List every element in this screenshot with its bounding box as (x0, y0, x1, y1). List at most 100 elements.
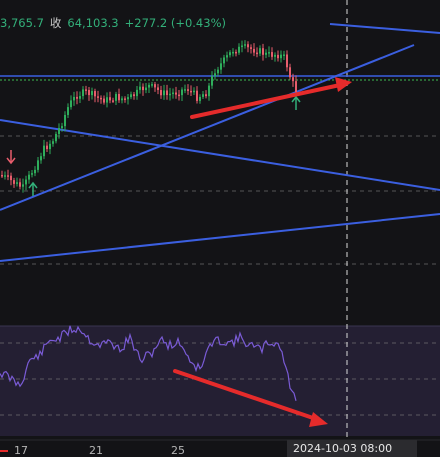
candle (223, 57, 225, 64)
candle (112, 100, 114, 102)
candle (166, 90, 168, 95)
candle (43, 145, 45, 157)
crosshair-time-label: 2024-10-03 08:00 (287, 440, 417, 457)
x-tick-25: 25 (171, 444, 185, 457)
candle (25, 179, 27, 185)
candle (199, 96, 201, 101)
x-tick-17: 17 (14, 444, 28, 457)
candle (274, 54, 276, 57)
candle (232, 51, 234, 54)
candle (124, 98, 126, 100)
annotation-arrow-oscillator[interactable] (173, 369, 328, 427)
change-value: +277.2 (+0.43%) (124, 16, 226, 30)
candle (103, 98, 105, 103)
candle (286, 54, 288, 68)
candle (211, 76, 213, 86)
candle (175, 92, 177, 95)
candle (229, 52, 231, 56)
candle (292, 77, 294, 82)
candle (265, 52, 267, 55)
x-tick-21: 21 (89, 444, 103, 457)
candle (70, 100, 72, 108)
buy-arrow (291, 95, 301, 110)
candle (121, 98, 123, 101)
candle (214, 73, 216, 77)
candle (127, 97, 129, 100)
candle (46, 145, 48, 150)
candle (184, 89, 186, 91)
candle (136, 89, 138, 97)
candle (88, 90, 90, 96)
candle (247, 44, 249, 48)
candle (49, 143, 51, 150)
candle (34, 169, 36, 174)
candle (250, 47, 252, 49)
candle (85, 89, 87, 91)
candle (277, 54, 279, 59)
candle (160, 90, 162, 96)
candle (19, 182, 21, 187)
candle (115, 93, 117, 101)
close-value: 64,103.3 (67, 16, 119, 30)
candle (22, 184, 24, 187)
candle (262, 48, 264, 55)
oscillator-line (0, 325, 297, 401)
candle (283, 54, 285, 56)
candle (91, 91, 93, 96)
candle (220, 63, 222, 70)
candle (100, 97, 102, 100)
sell-arrow (6, 150, 16, 165)
candle (187, 89, 189, 91)
candle (10, 175, 12, 181)
candle (169, 93, 171, 96)
candle (295, 81, 297, 93)
candle (226, 55, 228, 58)
candle (118, 93, 120, 101)
candle (109, 97, 111, 101)
candle (241, 45, 243, 48)
candle (154, 84, 156, 88)
candle (40, 156, 42, 161)
candle (280, 54, 282, 59)
candle (133, 94, 135, 97)
candle (58, 128, 60, 134)
candle (4, 175, 6, 177)
trendline-rising[interactable] (0, 44, 415, 211)
candle (172, 92, 174, 95)
close-label: 收 (49, 16, 62, 30)
candle (238, 46, 240, 53)
candle (151, 84, 153, 86)
candle (64, 114, 66, 127)
trendline-lower[interactable] (0, 213, 440, 262)
candle (16, 182, 18, 184)
candle (190, 90, 192, 93)
candle (94, 91, 96, 97)
candle (181, 89, 183, 96)
candle (7, 175, 9, 177)
candlestick-series (1, 40, 297, 193)
candle (79, 96, 81, 99)
candle (13, 180, 15, 184)
trendline-top[interactable] (329, 23, 440, 34)
candle (76, 96, 78, 99)
candle (157, 87, 159, 91)
candle (55, 133, 57, 142)
annotation-arrow-price[interactable] (190, 77, 352, 119)
candle (145, 87, 147, 91)
candle (253, 48, 255, 53)
ohlc-legend: 3,765.7 收 64,103.3 +277.2 (+0.43%) (0, 15, 232, 31)
trendline-falling[interactable] (0, 119, 440, 191)
candle (148, 84, 150, 88)
candle (163, 90, 165, 96)
candle (244, 44, 246, 46)
candle (61, 126, 63, 129)
candle (235, 51, 237, 54)
candle (271, 52, 273, 57)
candle (52, 141, 54, 144)
buy-arrow (28, 181, 38, 196)
candle (37, 160, 39, 170)
candle (142, 86, 144, 91)
candle (106, 97, 108, 103)
